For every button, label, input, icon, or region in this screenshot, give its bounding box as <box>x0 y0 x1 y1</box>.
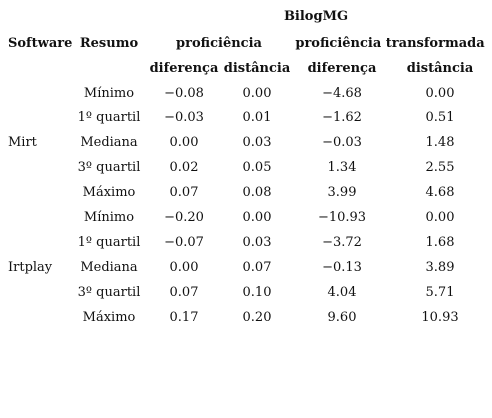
row-value: −1.62 <box>322 110 362 125</box>
row-value: 0.20 <box>242 310 272 325</box>
row-value: 0.08 <box>242 185 272 200</box>
row-value: 1.68 <box>425 235 455 250</box>
row-resumo: Mínimo <box>83 210 135 225</box>
row-value: 0.01 <box>242 110 272 125</box>
row-value: 5.71 <box>425 285 455 300</box>
row-resumo: 3º quartil <box>77 160 141 175</box>
row-value: 10.93 <box>421 310 459 325</box>
row-value: −0.20 <box>164 210 204 225</box>
row-value: 4.04 <box>327 285 357 300</box>
header-distancia-2: distância <box>406 61 474 76</box>
row-value: 0.07 <box>169 185 199 200</box>
row-value: 1.34 <box>327 160 357 175</box>
row-value: 3.99 <box>327 185 357 200</box>
row-resumo: 1º quartil <box>77 235 141 250</box>
row-value: 0.07 <box>169 285 199 300</box>
header-distancia-1: distância <box>223 61 291 76</box>
header-proficiencia-transformada: proficiência transformada <box>295 36 485 51</box>
row-resumo: Máximo <box>82 310 136 325</box>
row-resumo: Mínimo <box>83 86 135 101</box>
header-bilogmg: BilogMG <box>283 9 349 24</box>
row-value: −10.93 <box>317 210 367 225</box>
row-value: −0.03 <box>164 110 204 125</box>
row-value: 0.51 <box>425 110 455 125</box>
row-resumo: 1º quartil <box>77 110 141 125</box>
row-value: 4.68 <box>425 185 455 200</box>
row-resumo: Máximo <box>82 185 136 200</box>
header-diferenca-1: diferença <box>149 61 219 76</box>
row-value: −4.68 <box>322 86 362 101</box>
row-value: 1.48 <box>425 135 455 150</box>
row-value: −0.03 <box>322 135 362 150</box>
row-value: 0.00 <box>169 135 199 150</box>
row-value: 0.07 <box>242 260 272 275</box>
header-proficiencia: proficiência <box>176 36 262 51</box>
row-value: −0.07 <box>164 235 204 250</box>
row-value: 0.00 <box>169 260 199 275</box>
header-resumo: Resumo <box>79 36 139 51</box>
row-value: 0.10 <box>242 285 272 300</box>
row-value: 0.00 <box>425 210 455 225</box>
software-label-mirt: Mirt <box>8 135 37 150</box>
row-value: 9.60 <box>327 310 357 325</box>
row-value: 0.02 <box>169 160 199 175</box>
row-resumo: Mediana <box>80 135 138 150</box>
row-value: 0.00 <box>242 86 272 101</box>
row-value: 0.17 <box>169 310 199 325</box>
row-resumo: Mediana <box>80 260 138 275</box>
header-diferenca-2: diferença <box>307 61 377 76</box>
row-value: −0.08 <box>164 86 204 101</box>
row-value: 0.05 <box>242 160 272 175</box>
software-label-irtplay: Irtplay <box>8 260 53 275</box>
row-value: 3.89 <box>425 260 455 275</box>
row-value: 2.55 <box>425 160 455 175</box>
row-value: 0.00 <box>425 86 455 101</box>
row-value: 0.00 <box>242 210 272 225</box>
row-resumo: 3º quartil <box>77 285 141 300</box>
row-value: 0.03 <box>242 235 272 250</box>
header-software: Software <box>8 36 73 51</box>
row-value: −3.72 <box>322 235 362 250</box>
row-value: 0.03 <box>242 135 272 150</box>
row-value: −0.13 <box>322 260 362 275</box>
